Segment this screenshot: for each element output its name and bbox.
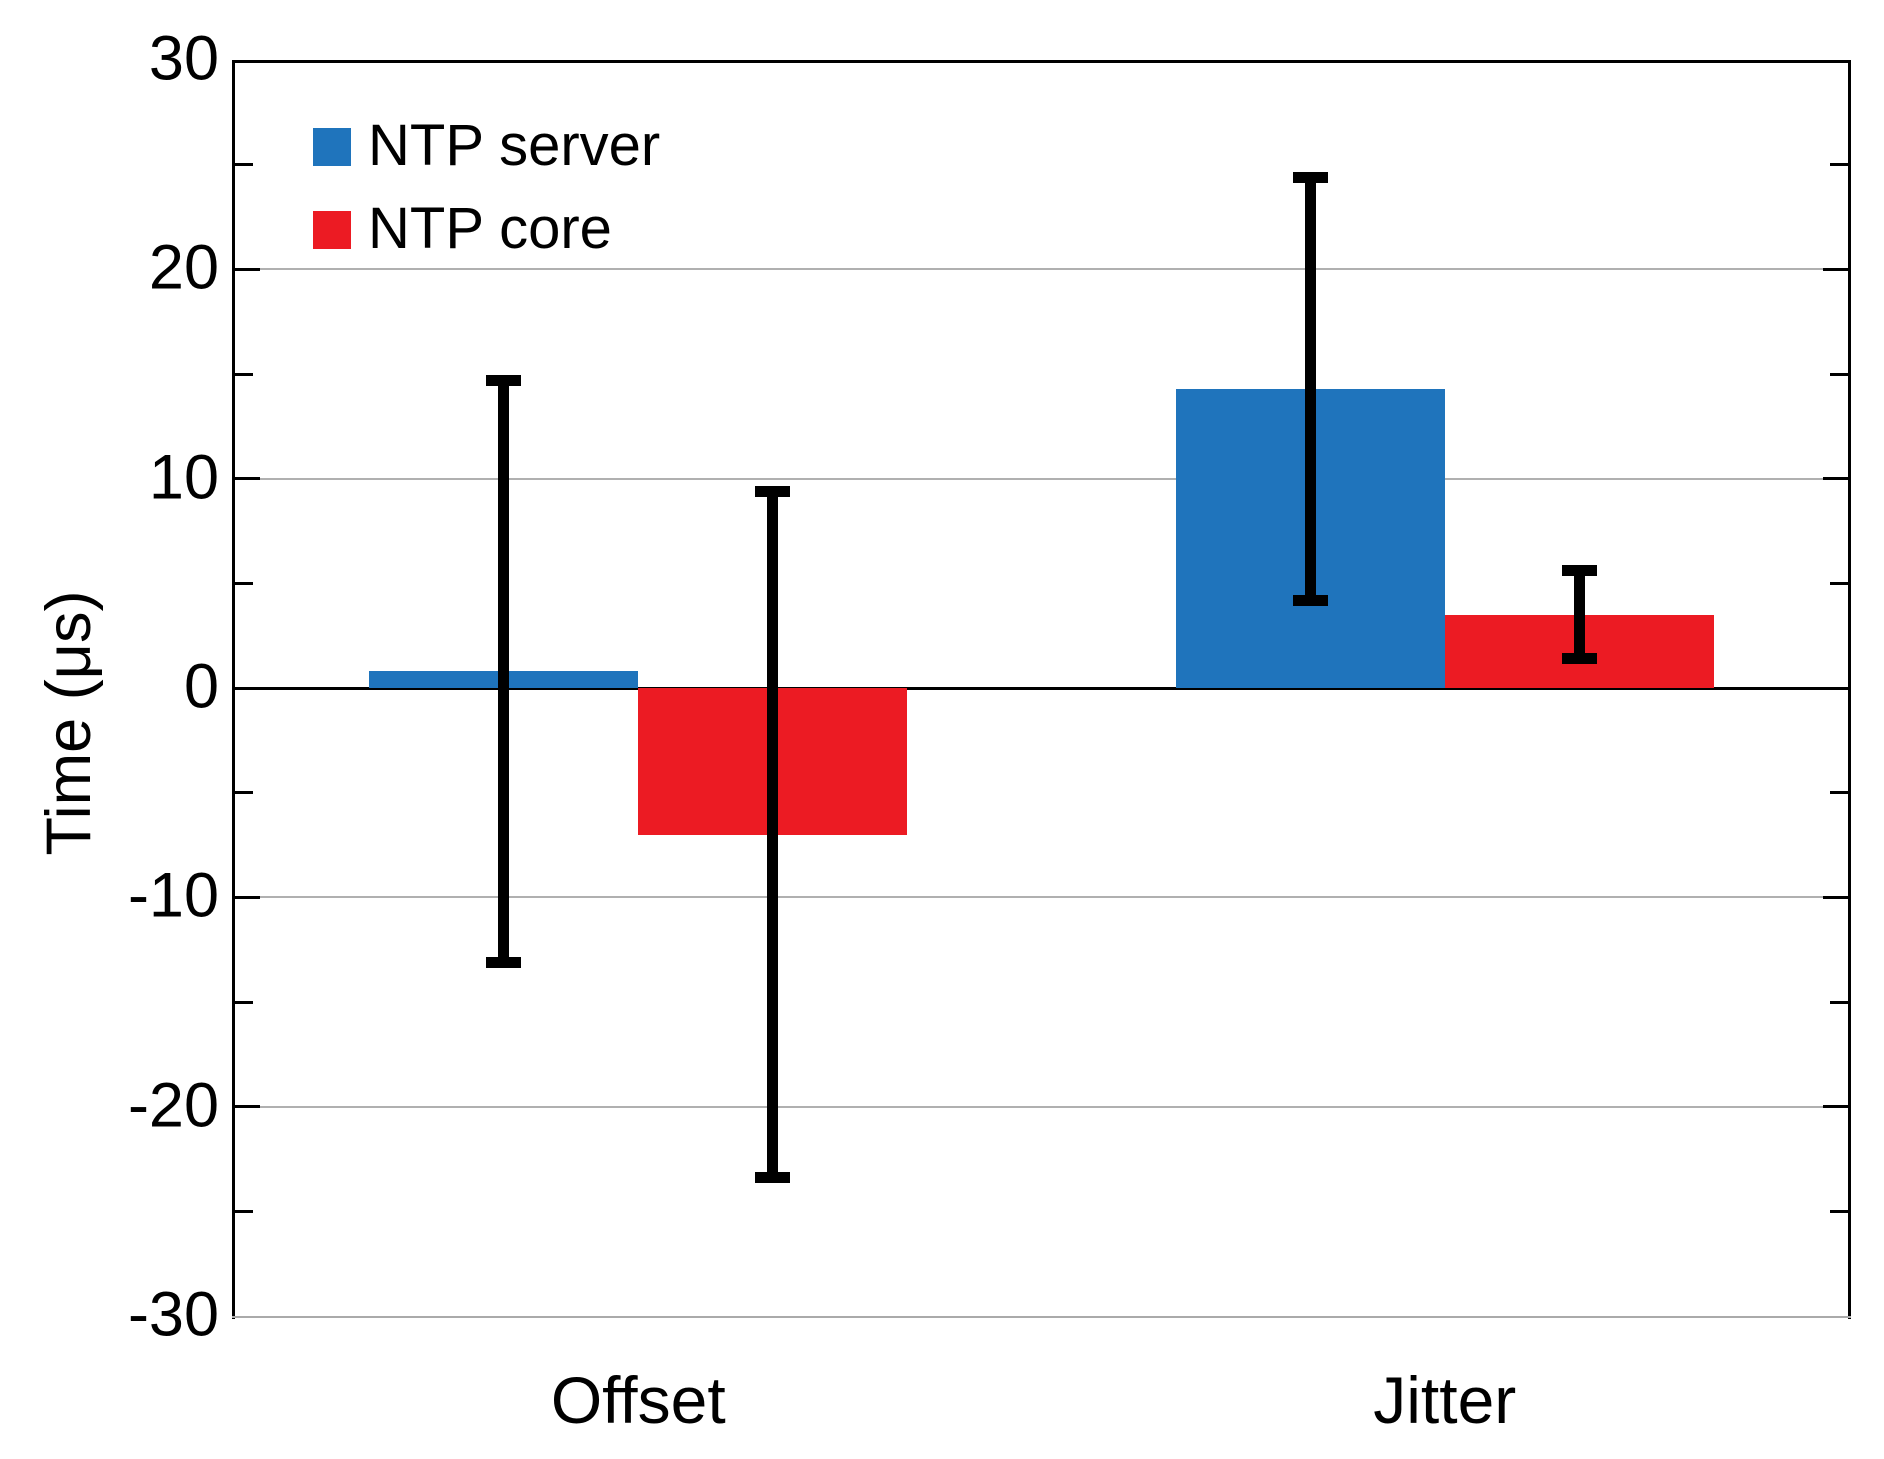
y-tick-label-10: 10: [148, 442, 219, 513]
y-tick-right-5: [1830, 581, 1848, 585]
error-cap-bottom-ntp-core-jitter: [1561, 653, 1597, 665]
y-tick-left-10: [235, 477, 260, 481]
y-tick-label-20: 20: [148, 232, 219, 303]
y-tick-label-0: 0: [183, 651, 219, 722]
y-tick-left--5: [235, 791, 253, 795]
y-tick-left--25: [235, 1209, 253, 1213]
legend-label-ntp-server: NTP server: [368, 113, 661, 179]
y-tick-left-15: [235, 372, 253, 376]
gridline-20: [235, 268, 1848, 271]
y-tick-right-25: [1830, 163, 1848, 167]
legend-swatch-ntp-core: [313, 211, 351, 249]
legend-label-ntp-core: NTP core: [368, 196, 612, 262]
gridline--10: [235, 896, 1848, 899]
error-bar-ntp-server-jitter: [1304, 177, 1316, 601]
plot-area: NTP server NTP core: [232, 60, 1851, 1319]
x-category-label-jitter: Jitter: [1373, 1363, 1517, 1437]
error-bar-ntp-core-offset: [767, 491, 779, 1178]
y-tick-right-0: [1823, 686, 1848, 690]
y-tick-left--20: [235, 1105, 260, 1109]
gridline--20: [235, 1105, 1848, 1108]
bottom-axis-spine: [232, 1316, 1851, 1318]
zero-baseline: [235, 686, 1848, 690]
y-tick-left-20: [235, 267, 260, 271]
right-axis-spine: [1848, 60, 1851, 1319]
y-tick-left--15: [235, 1000, 253, 1004]
error-cap-bottom-ntp-server-jitter: [1292, 594, 1328, 606]
left-axis-spine: [232, 60, 235, 1319]
y-tick-left-0: [235, 686, 260, 690]
y-tick-label--20: -20: [127, 1070, 219, 1141]
error-bar-ntp-server-offset: [498, 380, 510, 963]
y-tick-label--10: -10: [127, 860, 219, 931]
y-tick-right-10: [1823, 477, 1848, 481]
y-tick-right--15: [1830, 1000, 1848, 1004]
y-axis-title: Time (μs): [34, 590, 104, 856]
y-tick-right-20: [1823, 267, 1848, 271]
y-tick-left-5: [235, 581, 253, 585]
x-category-label-offset: Offset: [550, 1363, 726, 1437]
y-tick-left--10: [235, 895, 260, 899]
y-tick-right--25: [1830, 1209, 1848, 1213]
error-cap-top-ntp-server-jitter: [1292, 171, 1328, 183]
y-tick-right--10: [1823, 895, 1848, 899]
y-tick-label--30: -30: [127, 1279, 219, 1350]
top-axis-spine: [232, 60, 1851, 63]
error-cap-top-ntp-core-jitter: [1561, 565, 1597, 577]
error-cap-top-ntp-core-offset: [755, 485, 791, 497]
legend-swatch-ntp-server: [313, 128, 351, 166]
y-tick-right-15: [1830, 372, 1848, 376]
error-cap-top-ntp-server-offset: [486, 374, 522, 386]
gridline-10: [235, 477, 1848, 480]
y-tick-right--5: [1830, 791, 1848, 795]
error-cap-bottom-ntp-core-offset: [755, 1172, 791, 1184]
error-cap-bottom-ntp-server-offset: [486, 956, 522, 968]
y-tick-left-25: [235, 163, 253, 167]
y-tick-right--20: [1823, 1105, 1848, 1109]
y-tick-label-30: 30: [148, 23, 219, 94]
error-bar-ntp-core-jitter: [1573, 570, 1585, 659]
